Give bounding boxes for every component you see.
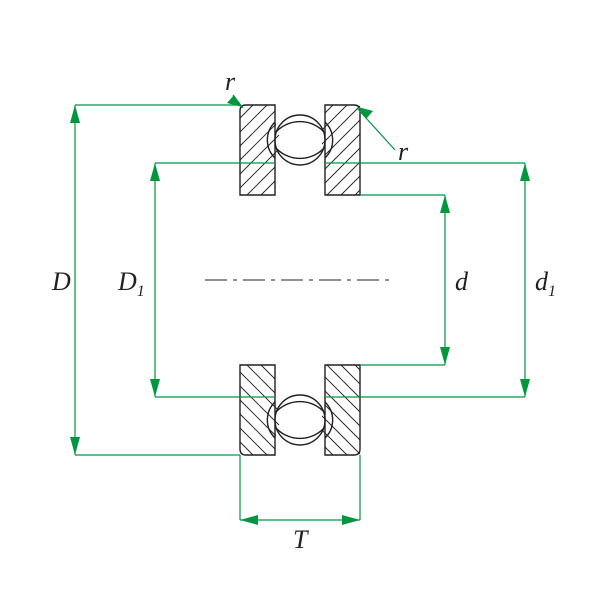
label-d1: d1: [535, 267, 556, 300]
dim-r-top: r: [225, 67, 243, 108]
label-d: d: [455, 267, 469, 296]
dim-r-right: r: [357, 107, 409, 166]
dim-T: T: [240, 455, 360, 554]
bearing-diagram: D D1 d d1 T: [0, 0, 600, 600]
label-T: T: [293, 525, 309, 554]
label-r-top: r: [225, 67, 236, 96]
upper-cross-section: [240, 105, 360, 195]
lower-cross-section: [240, 365, 360, 455]
label-r-right: r: [398, 137, 409, 166]
label-D1: D1: [117, 267, 145, 300]
label-D: D: [51, 267, 71, 296]
